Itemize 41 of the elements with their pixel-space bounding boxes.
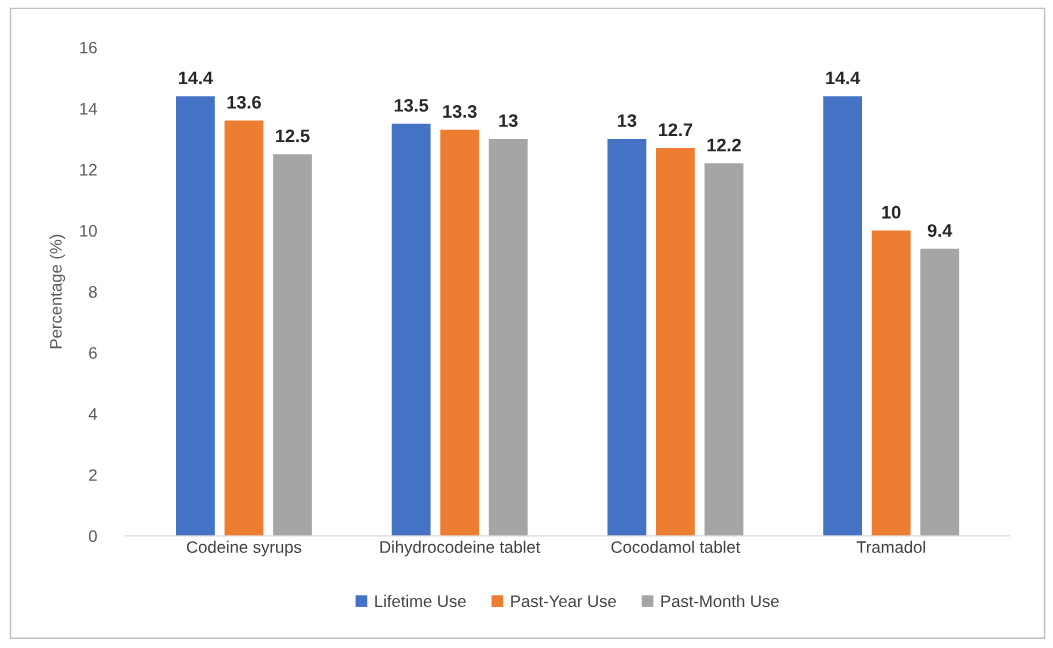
bar xyxy=(224,120,264,536)
data-label: 13 xyxy=(617,114,637,128)
legend-label: Past-Year Use xyxy=(511,595,616,608)
x-tick-label: Codeine syrups xyxy=(186,540,302,557)
y-tick-label: 0 xyxy=(88,530,97,543)
bar xyxy=(704,163,744,536)
y-tick-label: 16 xyxy=(80,41,97,54)
y-tick-label: 8 xyxy=(88,286,97,298)
x-tick-label: Dihydrocodeine tablet xyxy=(380,540,541,557)
legend-label: Lifetime Use xyxy=(375,594,466,608)
bar xyxy=(176,96,215,536)
data-label: 12.5 xyxy=(276,129,310,143)
data-label: 14.4 xyxy=(826,71,861,85)
x-tick-label: Cocodamol tablet xyxy=(611,540,741,553)
data-label: 14.4 xyxy=(178,71,213,85)
bar xyxy=(607,138,647,536)
data-label: 9.4 xyxy=(927,224,953,237)
bar xyxy=(871,230,911,536)
y-axis-title: Percentage (%) xyxy=(49,234,66,349)
y-tick-label: 2 xyxy=(89,469,97,481)
bar xyxy=(656,148,695,536)
y-tick-label: 14 xyxy=(80,102,98,115)
data-label: 12.7 xyxy=(659,123,693,136)
data-label: 13.5 xyxy=(394,98,429,112)
bar xyxy=(823,96,863,536)
y-tick-label: 12 xyxy=(80,163,97,176)
bar xyxy=(920,248,960,536)
bar xyxy=(391,123,431,536)
data-label: 13.3 xyxy=(443,105,477,118)
data-label: 10 xyxy=(882,205,901,219)
x-tick-label: Tramadol xyxy=(856,540,925,553)
data-label: 13 xyxy=(499,114,518,128)
y-tick-label: 4 xyxy=(88,408,98,420)
y-tick-label: 6 xyxy=(89,347,97,359)
bar xyxy=(488,138,528,536)
y-tick-label: 10 xyxy=(80,224,97,237)
legend-label: Past-Month Use xyxy=(661,594,779,608)
data-label: 13.6 xyxy=(227,95,261,109)
data-label: 12.2 xyxy=(707,138,741,152)
bar xyxy=(440,129,480,536)
bar xyxy=(273,154,312,536)
